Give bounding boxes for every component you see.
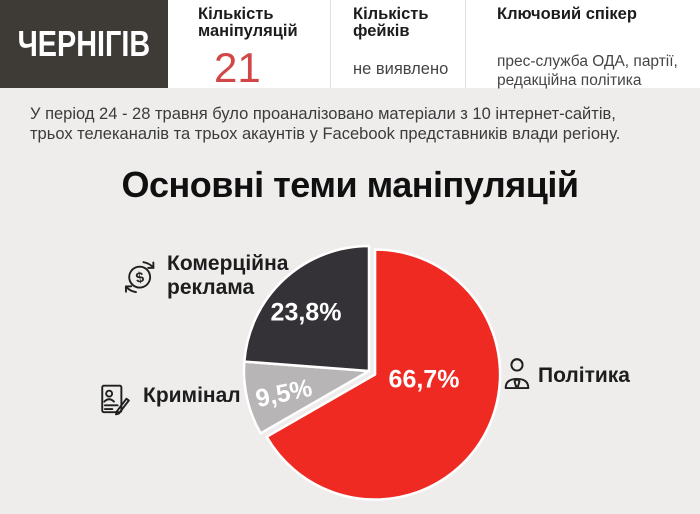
- pie-slice-politician: [265, 248, 502, 501]
- stat-key-speaker: Ключовий спікер прес-служба ОДА, партії,…: [497, 0, 697, 90]
- header: ЧЕРНІГІВ Кількість маніпуляцій 21 Кількі…: [0, 0, 700, 92]
- stat-key-speaker-value: прес-служба ОДА, партії, редакційна полі…: [497, 53, 678, 89]
- criminal-record-icon: [98, 383, 132, 417]
- legend-label-criminal: Кримінал: [143, 384, 241, 407]
- intro-paragraph: У період 24 - 28 травня було проаналізов…: [30, 104, 620, 144]
- region-box: ЧЕРНІГІВ: [0, 0, 168, 88]
- stat-manipulations: Кількість маніпуляцій 21: [198, 0, 323, 92]
- header-divider: [330, 0, 331, 88]
- svg-text:$: $: [134, 270, 145, 287]
- region-title: ЧЕРНІГІВ: [17, 23, 151, 64]
- stat-fakes: Кількість фейків не виявлено: [353, 0, 461, 88]
- pie-value-commercial-ads: 23,8%: [270, 298, 342, 327]
- intro-line-2: трьох телеканалів та трьох акаунтів у Fa…: [30, 125, 621, 143]
- stat-fakes-label: Кількість фейків: [353, 5, 429, 40]
- stat-manipulations-value: 21: [214, 44, 261, 91]
- politician-icon: [503, 355, 531, 391]
- stat-key-speaker-label: Ключовий спікер: [497, 5, 637, 23]
- section-title: Основні теми маніпуляцій: [121, 164, 579, 205]
- pie-slice-criminal-record: [242, 360, 371, 435]
- legend-label-commercial-ads: Комерційна реклама: [167, 252, 289, 299]
- header-divider: [465, 0, 466, 88]
- intro-line-1: У період 24 - 28 травня було проаналізов…: [30, 105, 616, 123]
- legend-label-politics: Політика: [538, 364, 630, 387]
- money-circulation-icon: $: [117, 255, 163, 297]
- stat-fakes-value: не виявлено: [353, 60, 449, 78]
- stat-manipulations-label: Кількість маніпуляцій: [198, 5, 298, 40]
- pie-value-politics: 66,7%: [388, 365, 460, 394]
- pie-slice-money-circulation: [243, 244, 371, 373]
